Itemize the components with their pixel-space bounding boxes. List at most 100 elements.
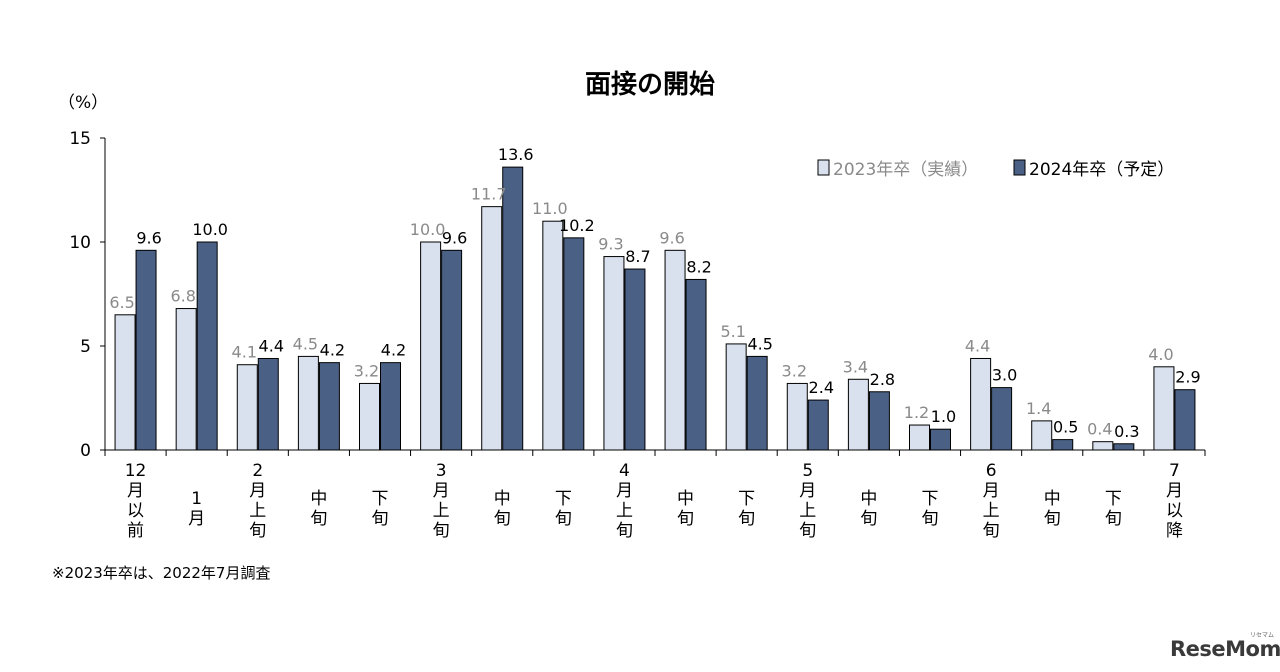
bar-2024	[746, 355, 768, 451]
data-label-2024: 8.7	[625, 247, 650, 266]
bars	[114, 166, 1196, 451]
legend: 2023年卒（実績） 2024年卒（予定）	[817, 159, 1174, 180]
bar-2024	[685, 278, 707, 451]
footnote: ※2023年卒は、2022年7月調査	[52, 564, 270, 582]
category-label: 下旬	[555, 489, 572, 529]
x-axis-categories: 12 月以前 1 月 2 月上旬 中旬 下旬 3 月上旬 中旬 下旬 4 月上旬 中旬 下旬 5 月上旬 中旬 下旬 6…	[125, 461, 1183, 541]
category-label: 下旬	[738, 489, 755, 529]
bar-2023	[603, 256, 625, 451]
bar-2024	[563, 237, 585, 451]
bar-2024	[807, 399, 829, 451]
data-label-2023: 4.1	[232, 343, 257, 362]
data-label-2024: 0.3	[1114, 422, 1139, 441]
y-tick-label: 15	[69, 129, 91, 149]
bar-2024	[1174, 389, 1196, 451]
data-label-2023: 11.0	[532, 199, 568, 218]
data-label-2023: 3.2	[354, 361, 379, 380]
data-label-2023: 4.0	[1148, 345, 1173, 364]
bar-2023	[175, 308, 197, 451]
data-label-2024: 2.8	[870, 370, 895, 389]
bar-2023	[297, 355, 319, 451]
data-label-2024: 3.0	[992, 366, 1017, 385]
bar-2024	[441, 249, 463, 451]
bar-2023	[970, 357, 992, 451]
axes: 0 5 10 15	[69, 129, 1206, 461]
bar-2024	[380, 362, 401, 451]
data-label-2023: 4.4	[965, 336, 990, 355]
data-label-2023: 9.3	[598, 235, 623, 254]
y-axis-unit-label: （%）	[58, 93, 108, 113]
category-label: 6 月上旬	[983, 461, 1000, 541]
legend-swatch-2024	[1013, 159, 1026, 176]
bar-2024	[991, 387, 1013, 451]
data-label-2024: 2.4	[809, 378, 834, 397]
bar-2023	[542, 220, 564, 451]
data-label-2024: 9.6	[136, 228, 161, 247]
bar-2023	[420, 241, 442, 451]
data-label-2024: 4.2	[381, 341, 406, 360]
data-label-2023: 6.5	[109, 293, 134, 312]
legend-label-2024: 2024年卒（予定）	[1029, 160, 1174, 180]
bar-2024	[502, 166, 524, 451]
bar-2023	[725, 343, 747, 451]
category-label: 中旬	[310, 489, 327, 529]
bar-2024	[624, 268, 646, 451]
data-label-2023: 10.0	[410, 220, 446, 239]
data-label-2024: 4.5	[747, 334, 772, 353]
bar-2023	[847, 378, 869, 451]
category-label: 下旬	[372, 489, 389, 529]
data-label-2024: 4.2	[320, 341, 345, 360]
data-label-2023: 3.4	[843, 357, 868, 376]
legend-label-2023: 2023年卒（実績）	[833, 160, 978, 180]
watermark-logo: ReseMom リセマム	[1170, 632, 1280, 661]
bar-2023	[236, 364, 258, 451]
bar-2023	[786, 382, 808, 451]
bar-2023	[1153, 366, 1175, 451]
bar-2024	[135, 249, 157, 451]
data-label-2024: 0.5	[1053, 418, 1078, 437]
bar-2023	[1031, 420, 1053, 451]
bar-2024	[1052, 439, 1074, 451]
category-label: 2 月上旬	[249, 461, 266, 541]
data-label-2023: 1.4	[1026, 399, 1051, 418]
data-label-2024: 10.0	[192, 220, 228, 239]
bar-2023	[909, 424, 930, 451]
data-label-2024: 2.9	[1175, 368, 1200, 387]
bar-2024	[1113, 443, 1135, 451]
category-label: 12 月以前	[125, 461, 147, 541]
data-label-2023: 6.8	[170, 287, 195, 306]
bar-2024	[930, 428, 951, 451]
category-label: 中旬	[677, 489, 694, 529]
category-label: 7 月以降	[1166, 461, 1183, 541]
bar-2024	[868, 391, 890, 451]
data-label-2024: 8.2	[686, 257, 711, 276]
bar-2024	[196, 241, 218, 451]
data-label-2024: 13.6	[498, 145, 534, 164]
bar-2024	[257, 357, 279, 451]
category-label: 下旬	[922, 489, 939, 529]
bar-2023	[481, 206, 503, 451]
chart-title: 面接の開始	[585, 70, 715, 100]
watermark-text: ReseMom	[1170, 637, 1280, 661]
category-label: 中旬	[1044, 489, 1061, 529]
data-labels: 6.59.66.810.04.1 4.4 4.5 4.23.24.210.09.611…	[109, 145, 1200, 441]
category-label: 下旬	[1105, 489, 1122, 529]
data-label-2023: 9.6	[659, 228, 684, 247]
data-label-2023: 11.7	[471, 185, 507, 204]
data-label-2023: 0.4	[1087, 420, 1112, 439]
data-label-2023: 4.5	[293, 334, 318, 353]
data-label-2024: 4.4	[259, 336, 284, 355]
bar-2023	[359, 382, 380, 451]
category-label: 4 月上旬	[616, 461, 633, 541]
category-label: 中旬	[494, 489, 511, 529]
data-label-2023: 5.1	[720, 322, 745, 341]
data-label-2023: 3.2	[782, 361, 807, 380]
bar-2023	[114, 314, 136, 451]
y-tick-label: 5	[80, 337, 91, 357]
category-label: 中旬	[860, 489, 877, 529]
data-label-2024: 9.6	[442, 228, 467, 247]
data-label-2024: 1.0	[931, 407, 956, 426]
